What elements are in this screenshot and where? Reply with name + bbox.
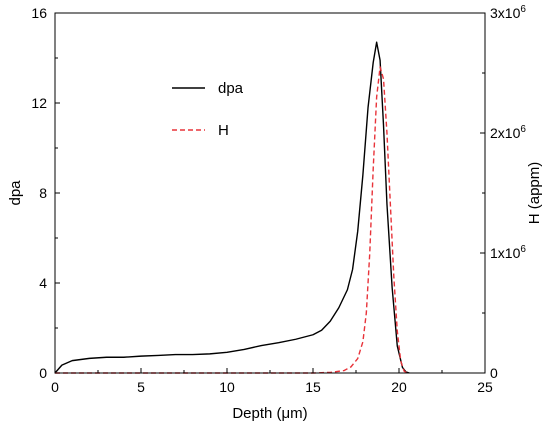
y-right-tick-label: 2x106 (490, 124, 526, 141)
x-tick-label: 10 (219, 379, 235, 395)
x-tick-label: 20 (391, 379, 407, 395)
legend-label-h: H (218, 122, 229, 139)
y-right-tick-label: 3x106 (490, 4, 526, 21)
y-left-tick-label: 4 (39, 275, 47, 291)
y-left-tick-label: 8 (39, 185, 47, 201)
x-axis-title: Depth (μm) (232, 405, 307, 422)
series-layer (54, 41, 410, 374)
y-right-axis-title: H (appm) (526, 162, 543, 225)
y-left-tick-label: 12 (31, 95, 47, 111)
x-tick-label: 25 (477, 379, 493, 395)
legend-label-dpa: dpa (218, 80, 244, 97)
x-tick-label: 0 (51, 379, 59, 395)
x-tick-label: 5 (137, 379, 145, 395)
x-tick-label: 15 (305, 379, 321, 395)
legend: dpa H (172, 80, 244, 139)
plot-frame (54, 12, 486, 374)
series-line-dpa (54, 41, 410, 374)
y-left-tick-label: 0 (39, 365, 47, 381)
y-right-tick-label: 0 (490, 365, 498, 381)
y-left-axis-title: dpa (7, 180, 24, 206)
y-left-tick-label: 16 (31, 5, 47, 21)
y-right-tick-label: 1x106 (490, 244, 526, 261)
series-line-h (55, 66, 408, 374)
